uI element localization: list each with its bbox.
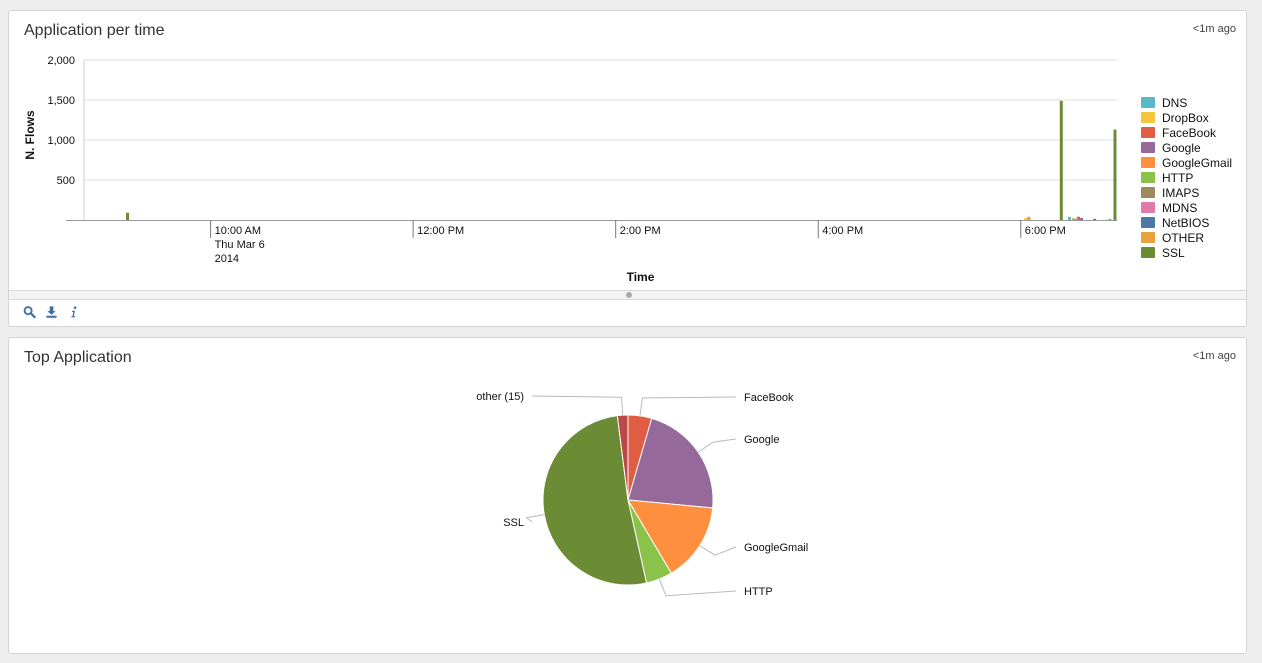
legend-label: IMAPS bbox=[1162, 185, 1200, 200]
pie-label: SSL bbox=[503, 517, 524, 529]
legend-item-mdns[interactable]: MDNS bbox=[1141, 200, 1232, 215]
legend-label: HTTP bbox=[1162, 170, 1194, 185]
x-tick-label: 6:00 PM bbox=[1025, 225, 1066, 237]
y-tick-label: 2,000 bbox=[47, 55, 75, 67]
flows-bar-chart: 500 1,000 1,500 2,000 10:00 AM Thu Mar 6 2014 1… bbox=[23, 55, 1117, 284]
legend-item-dns[interactable]: DNS bbox=[1141, 95, 1232, 110]
legend-swatch bbox=[1141, 232, 1155, 243]
info-icon[interactable] bbox=[67, 305, 80, 319]
legend-item-imaps[interactable]: IMAPS bbox=[1141, 185, 1232, 200]
legend-label: Google bbox=[1162, 140, 1201, 155]
legend-swatch bbox=[1141, 97, 1155, 108]
pie-slice-googlegmail bbox=[627, 499, 714, 574]
pie-label: HTTP bbox=[744, 586, 773, 598]
panel-resize-handle[interactable] bbox=[9, 290, 1246, 300]
pie-slice-other- bbox=[616, 414, 629, 501]
legend-label: DNS bbox=[1162, 95, 1188, 110]
pie-label: FaceBook bbox=[744, 392, 794, 404]
pie-connector bbox=[531, 395, 624, 416]
legend-item-other[interactable]: OTHER bbox=[1141, 230, 1232, 245]
resize-grip-icon[interactable] bbox=[626, 292, 632, 298]
y-tick-label: 500 bbox=[57, 175, 75, 187]
bar-ssl bbox=[1113, 129, 1117, 220]
panel-title: Top Application bbox=[24, 349, 132, 366]
bar-googlegmail bbox=[1027, 216, 1031, 220]
pie-connector bbox=[525, 514, 545, 523]
legend-swatch bbox=[1141, 157, 1155, 168]
panel-toolbar bbox=[23, 305, 80, 319]
legend-label: NetBIOS bbox=[1162, 215, 1210, 230]
panel-title: Application per time bbox=[24, 22, 165, 39]
bar-ssl bbox=[126, 212, 130, 220]
y-axis-title: N. Flows bbox=[23, 110, 37, 160]
y-tick-label: 1,000 bbox=[47, 135, 75, 147]
legend-label: OTHER bbox=[1162, 230, 1204, 245]
x-tick-label: 2:00 PM bbox=[620, 225, 661, 237]
bar-dns bbox=[1108, 218, 1112, 220]
legend-label: MDNS bbox=[1162, 200, 1198, 215]
x-tick-label: 4:00 PM bbox=[822, 225, 863, 237]
pie-label: other (15) bbox=[476, 391, 524, 403]
pie-connector bbox=[658, 578, 737, 597]
legend-swatch bbox=[1141, 112, 1155, 123]
bar-netbios bbox=[1093, 218, 1097, 220]
top-application-panel: Top Application <1m ago FaceBook Google Go… bbox=[8, 337, 1247, 654]
legend-item-googlegmail[interactable]: GoogleGmail bbox=[1141, 155, 1232, 170]
last-updated-label: <1m ago bbox=[1192, 23, 1236, 35]
x-tick-label: 12:00 PM bbox=[417, 225, 464, 237]
pie-label: GoogleGmail bbox=[744, 542, 808, 554]
legend-item-ssl[interactable]: SSL bbox=[1141, 245, 1232, 260]
pie-slice-ssl bbox=[542, 415, 648, 586]
legend-item-google[interactable]: Google bbox=[1141, 140, 1232, 155]
bar-http bbox=[1071, 218, 1075, 220]
bar-dropbox bbox=[1024, 218, 1028, 220]
legend-label: FaceBook bbox=[1162, 125, 1217, 140]
bar-facebook bbox=[1077, 216, 1081, 220]
legend-item-netbios[interactable]: NetBIOS bbox=[1141, 215, 1232, 230]
legend-item-facebook[interactable]: FaceBook bbox=[1141, 125, 1232, 140]
bar-ssl bbox=[1059, 100, 1063, 220]
legend-swatch bbox=[1141, 217, 1155, 228]
legend-swatch bbox=[1141, 187, 1155, 198]
legend-label: GoogleGmail bbox=[1162, 155, 1233, 170]
last-updated-label: <1m ago bbox=[1192, 350, 1236, 362]
pie-label: Google bbox=[744, 434, 779, 446]
legend-swatch bbox=[1141, 202, 1155, 213]
download-icon[interactable] bbox=[45, 305, 58, 319]
pie-connector bbox=[698, 438, 737, 453]
y-tick-label: 1,500 bbox=[47, 95, 75, 107]
chart-legend[interactable]: DNS DropBox FaceBook Google GoogleGmail HTTP I… bbox=[1141, 95, 1232, 260]
pie-connector bbox=[699, 545, 737, 556]
legend-item-http[interactable]: HTTP bbox=[1141, 170, 1232, 185]
application-per-time-panel: Application per time <1m ago 500 1,000 1,5… bbox=[8, 10, 1247, 327]
bar-dns bbox=[1067, 216, 1071, 220]
search-icon[interactable] bbox=[23, 305, 36, 319]
pie-connector bbox=[639, 396, 737, 416]
legend-label: SSL bbox=[1162, 245, 1185, 260]
top-application-pie-chart: FaceBook Google GoogleGmail HTTP SSL other (1… bbox=[476, 391, 808, 598]
legend-swatch bbox=[1141, 247, 1155, 258]
legend-swatch bbox=[1141, 172, 1155, 183]
legend-swatch bbox=[1141, 127, 1155, 138]
legend-item-dropbox[interactable]: DropBox bbox=[1141, 110, 1232, 125]
bar-google bbox=[1080, 218, 1084, 220]
legend-label: DropBox bbox=[1162, 110, 1209, 125]
legend-swatch bbox=[1141, 142, 1155, 153]
bar-googlegmail bbox=[1074, 218, 1078, 220]
x-axis-title: Time bbox=[627, 270, 655, 284]
x-tick-label: 10:00 AM Thu Mar 6 2014 bbox=[215, 225, 265, 265]
